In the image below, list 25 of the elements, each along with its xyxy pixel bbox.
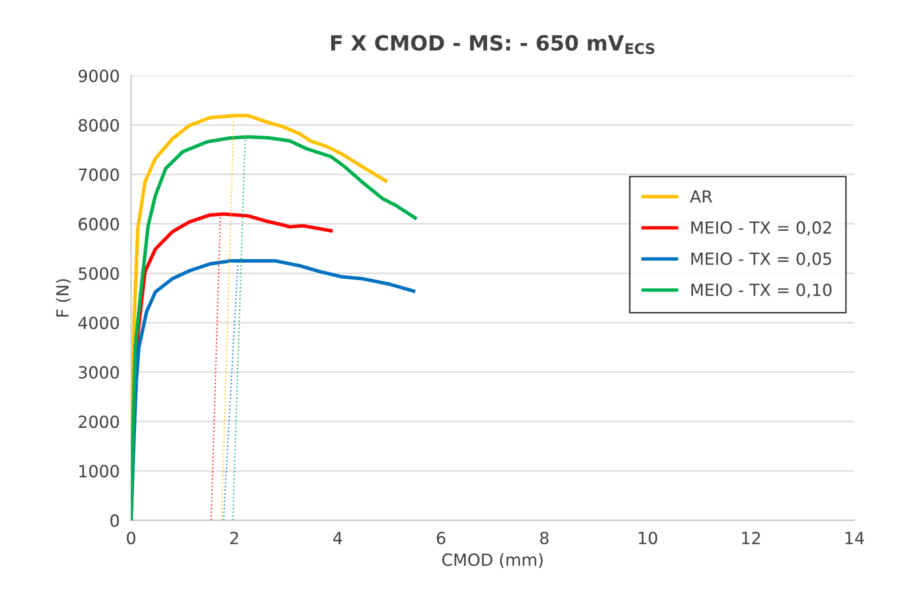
legend-label: MEIO - TX = 0,10 (691, 284, 832, 298)
x-tick-label: 6 (436, 532, 446, 544)
x-tick-label: 14 (846, 532, 864, 544)
x-tick-label: 0 (126, 532, 136, 544)
x-tick-label: 4 (333, 532, 342, 544)
x-tick-label: 10 (638, 532, 658, 544)
y-tick-label: 1000 (79, 464, 119, 478)
x-tick-label: 2 (230, 532, 238, 544)
y-tick-label: 0 (110, 514, 119, 527)
y-tick-label: 6000 (78, 218, 119, 230)
y-tick-label: 5000 (78, 267, 119, 280)
y-tick-label: 9000 (78, 70, 119, 82)
x-tick-label: 8 (540, 532, 548, 544)
y-tick-label: 2000 (78, 415, 119, 428)
legend-label: AR (690, 190, 712, 203)
y-tick-label: 3000 (78, 366, 119, 379)
legend-label: MEIO - TX = 0,02 (691, 221, 831, 236)
x-tick-label: 12 (742, 532, 760, 544)
x-axis-title: CMOD (mm) (442, 553, 543, 568)
y-tick-label: 4000 (78, 316, 119, 330)
y-axis-title: F (N) (56, 279, 71, 317)
legend-label: MEIO - TX = 0,05 (691, 252, 832, 267)
y-tick-label: 7000 (78, 168, 119, 182)
y-tick-label: 8000 (78, 118, 119, 132)
chart-title: F X CMOD - MS: - 650 mV$_{ECS}$ (331, 35, 654, 54)
